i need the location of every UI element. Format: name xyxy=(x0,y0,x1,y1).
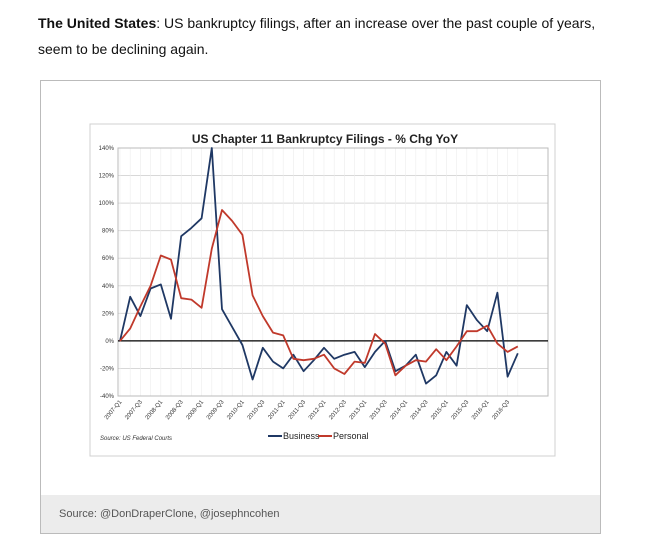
chart-title: US Chapter 11 Bankruptcy Filings - % Chg… xyxy=(192,132,458,146)
y-tick-label: 120% xyxy=(99,174,115,180)
legend-label: Personal xyxy=(333,431,369,441)
chart-frame xyxy=(89,123,556,457)
legend-label: Business xyxy=(283,431,320,441)
intro-text: : US bankruptcy filings, after an increa… xyxy=(38,15,596,57)
y-tick-label: 0% xyxy=(105,339,114,345)
y-tick-label: -40% xyxy=(100,394,115,400)
intro-bold: The United States xyxy=(38,15,157,31)
y-tick-label: 80% xyxy=(102,229,115,235)
y-tick-label: -20% xyxy=(100,366,115,372)
y-tick-label: 40% xyxy=(102,284,115,290)
plot-border xyxy=(117,147,549,397)
y-tick-label: 100% xyxy=(99,201,115,207)
y-tick-label: 20% xyxy=(102,311,115,317)
figure-source: Source: @DonDraperClone, @josephncohen xyxy=(41,495,600,533)
intro: The United States: US bankruptcy filings… xyxy=(38,10,598,62)
y-tick-label: 140% xyxy=(99,146,115,152)
y-tick-label: 60% xyxy=(102,256,115,262)
chart-note: Source: US Federal Courts xyxy=(100,436,172,442)
series-line xyxy=(119,209,519,377)
series-line xyxy=(119,147,519,385)
figure-box: Source: @DonDraperClone, @josephncohen xyxy=(40,80,601,534)
